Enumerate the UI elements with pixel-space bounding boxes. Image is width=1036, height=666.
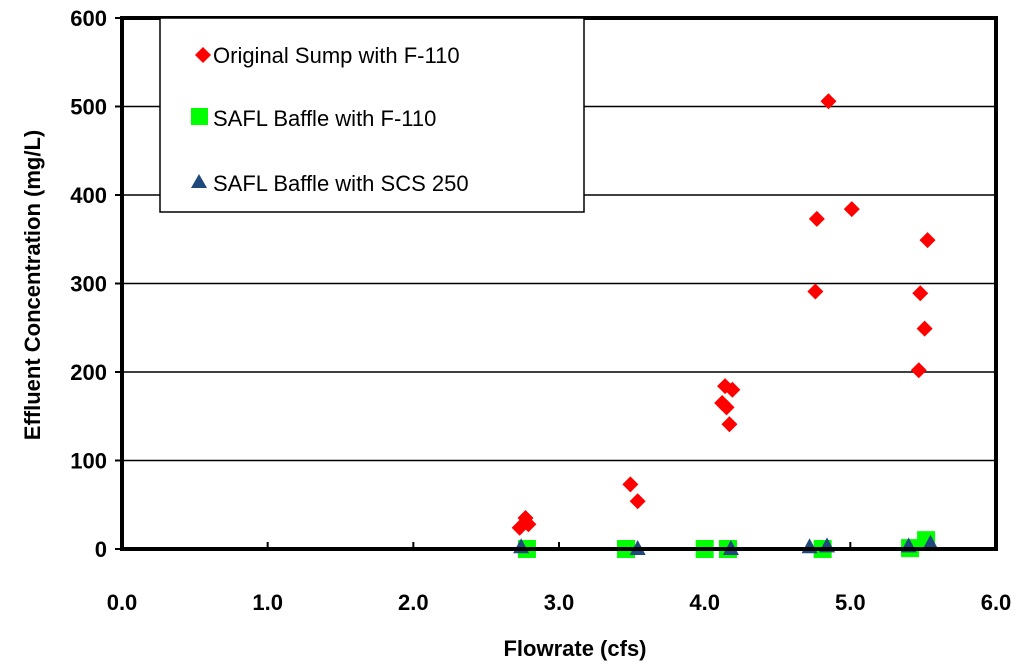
y-axis-ticks: 0 100 200 300 400 500 600: [70, 6, 122, 562]
diamond-marker: [520, 516, 537, 533]
x-tick-label: 5.0: [835, 590, 866, 615]
legend: Original Sump with F-110 SAFL Baffle wit…: [159, 17, 585, 213]
legend-label: Original Sump with F-110: [213, 43, 460, 68]
x-tick-label: 0.0: [107, 590, 138, 615]
navy-triangle-marker: [191, 174, 207, 188]
legend-item-original-sump: Original Sump with F-110: [195, 43, 460, 68]
green-square-marker: [191, 108, 208, 125]
y-tick-label: 100: [70, 449, 107, 474]
diamond-marker: [843, 201, 860, 218]
x-axis-title: Flowrate (cfs): [503, 636, 646, 661]
diamond-marker: [721, 416, 738, 433]
triangle-marker: [922, 534, 939, 550]
x-axis-ticks: 0.0 1.0 2.0 3.0 4.0 5.0 6.0: [107, 542, 1012, 615]
diamond-marker: [919, 232, 936, 249]
diamond-marker: [910, 362, 927, 379]
y-tick-label: 600: [70, 6, 107, 31]
y-axis-title: Effluent Concentration (mg/L): [20, 130, 45, 440]
x-tick-label: 4.0: [689, 590, 720, 615]
x-tick-label: 2.0: [398, 590, 429, 615]
y-tick-label: 300: [70, 272, 107, 297]
y-tick-label: 500: [70, 95, 107, 120]
legend-label: SAFL Baffle with SCS 250: [213, 171, 469, 196]
legend-item-safl-f110: SAFL Baffle with F-110: [191, 106, 436, 131]
diamond-marker: [912, 285, 929, 302]
x-tick-label: 1.0: [252, 590, 283, 615]
diamond-marker: [718, 399, 735, 416]
x-tick-label: 3.0: [544, 590, 575, 615]
legend-label: SAFL Baffle with F-110: [213, 106, 436, 131]
x-tick-label: 6.0: [981, 590, 1012, 615]
y-tick-label: 400: [70, 183, 107, 208]
diamond-marker: [622, 476, 639, 493]
diamond-marker: [916, 320, 933, 337]
diamond-marker: [629, 493, 646, 510]
diamond-marker: [724, 381, 741, 398]
diamond-marker: [820, 93, 837, 110]
legend-item-safl-scs250: SAFL Baffle with SCS 250: [191, 171, 469, 196]
legend-box: [159, 17, 585, 213]
y-tick-label: 0: [95, 537, 107, 562]
diamond-marker: [807, 283, 824, 300]
red-diamond-marker: [195, 47, 211, 63]
diamond-marker: [808, 210, 825, 227]
y-tick-label: 200: [70, 360, 107, 385]
